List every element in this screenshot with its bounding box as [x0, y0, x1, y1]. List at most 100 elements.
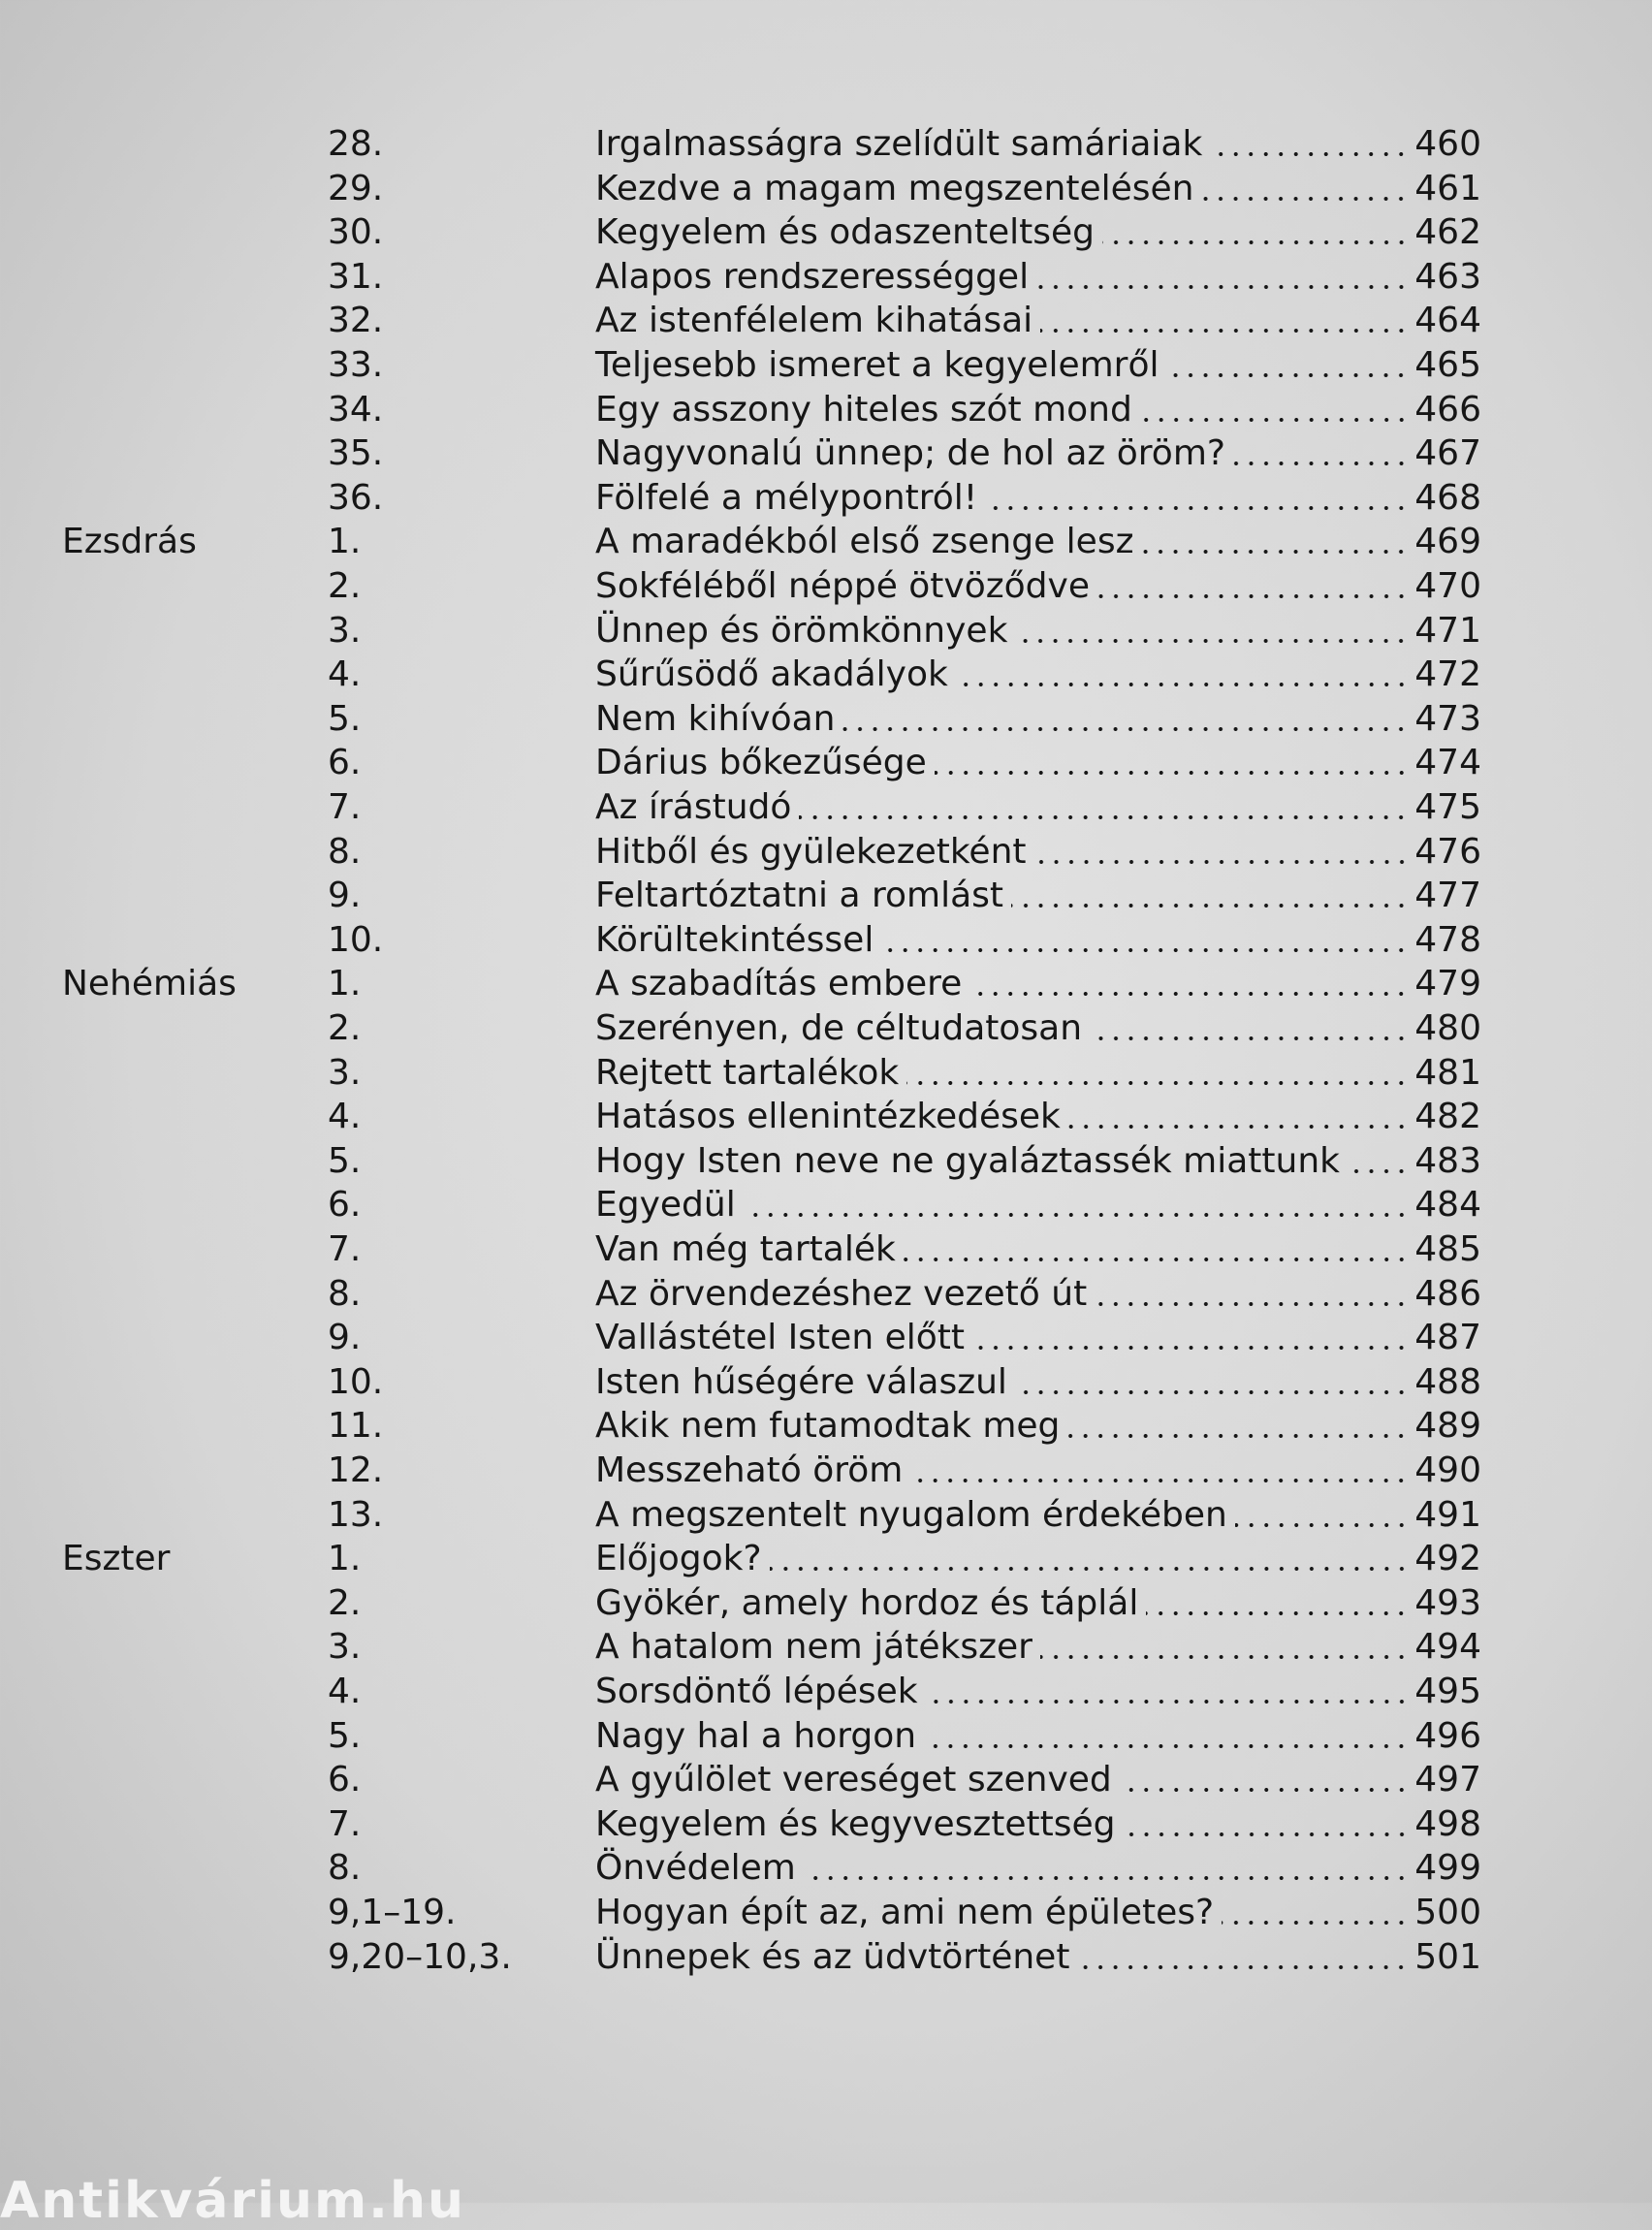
chapter-number: 4.	[328, 1672, 362, 1711]
dot-leader	[1146, 1609, 1410, 1616]
toc-row: Eszter 1. Előjogok? 492	[0, 1537, 1652, 1581]
toc-row: 9. Vallástétel Isten előtt 487	[0, 1316, 1652, 1360]
entry-title: Sorsdöntő lépések	[595, 1672, 918, 1711]
chapter-number: 9,1–19.	[328, 1893, 457, 1932]
chapter-number: 12.	[328, 1450, 384, 1490]
entry-title: Az istenfélelem kihatásai	[595, 301, 1033, 341]
page-number: 466	[1414, 389, 1481, 430]
watermark: Antikvárium.hu	[0, 2172, 465, 2230]
toc-row: 12. Messzeható öröm 490	[0, 1449, 1652, 1493]
entry: Sokféléből néppé ötvöződve 470	[595, 564, 1481, 609]
toc-row: 4. Hatásos ellenintézkedések 482	[0, 1095, 1652, 1139]
chapter-number: 32.	[328, 301, 384, 341]
entry: Isten hűségére válaszul 488	[595, 1360, 1481, 1405]
dot-leader	[743, 1212, 1410, 1219]
dot-leader	[1011, 903, 1410, 909]
entry-title: Irgalmasságra szelídült samáriaiak	[595, 124, 1203, 164]
dot-leader	[1095, 1300, 1410, 1307]
dot-leader	[1040, 328, 1410, 334]
entry-title: Egy asszony hiteles szót mond	[595, 389, 1132, 430]
toc-row: 8. Hitből és gyülekezetként 476	[0, 830, 1652, 875]
book-name: Nehémiás	[62, 964, 237, 1004]
page-number: 470	[1414, 566, 1481, 606]
dot-leader	[1067, 1124, 1410, 1131]
entry-title: Gyökér, amely hordoz és táplál	[595, 1582, 1139, 1623]
toc-row: 31. Alapos rendszerességgel 463	[0, 255, 1652, 300]
page-number: 461	[1414, 168, 1481, 208]
entry: Nem kihívóan 473	[595, 697, 1481, 742]
toc-row: 28. Irgalmasságra szelídült samáriaiak 460	[0, 122, 1652, 167]
toc-row: 8. Önvédelem 499	[0, 1846, 1652, 1891]
dot-leader	[1101, 239, 1410, 246]
page-number: 487	[1414, 1318, 1481, 1358]
entry: Vallástétel Isten előtt 487	[595, 1316, 1481, 1360]
chapter-number: 5.	[328, 698, 362, 739]
entry-title: Hitből és gyülekezetként	[595, 831, 1027, 872]
page-number: 497	[1414, 1760, 1481, 1800]
chapter-number: 6.	[328, 1760, 362, 1800]
toc-row: 7. Van még tartalék 485	[0, 1227, 1652, 1272]
entry: Rejtett tartalékok 481	[595, 1051, 1481, 1096]
chapter-number: 2.	[328, 1582, 362, 1623]
entry-title: Előjogok?	[595, 1539, 762, 1579]
toc-row: 7. Kegyelem és kegyvesztettség 498	[0, 1802, 1652, 1847]
dot-leader	[799, 814, 1410, 820]
entry: Szerényen, de céltudatosan 480	[595, 1006, 1481, 1051]
entry-title: Akik nem futamodtak meg	[595, 1406, 1061, 1447]
chapter-number: 1.	[328, 964, 362, 1004]
dot-leader	[955, 682, 1410, 688]
entry-title: Körültekintéssel	[595, 919, 874, 960]
chapter-number: 31.	[328, 256, 384, 297]
toc-row: 9. Feltartóztatni a romlást 477	[0, 874, 1652, 918]
page-number: 489	[1414, 1406, 1481, 1447]
dot-leader	[1036, 283, 1410, 290]
dot-leader	[985, 504, 1410, 511]
entry-title: Dárius bőkezűsége	[595, 743, 927, 783]
toc-row: 29. Kezdve a magam megszentelésén 461	[0, 167, 1652, 211]
dot-leader	[969, 991, 1410, 998]
entry-title: Egyedül	[595, 1185, 736, 1226]
chapter-number: 8.	[328, 831, 362, 872]
dot-leader	[972, 1345, 1410, 1352]
chapter-number: 2.	[328, 1008, 362, 1048]
entry: Kegyelem és kegyvesztettség 498	[595, 1802, 1481, 1847]
page-number: 499	[1414, 1848, 1481, 1889]
dot-leader	[1015, 637, 1410, 644]
chapter-number: 5.	[328, 1715, 362, 1756]
chapter-number: 6.	[328, 1185, 362, 1226]
chapter-number: 8.	[328, 1273, 362, 1314]
page-number: 462	[1414, 212, 1481, 253]
page-number: 472	[1414, 654, 1481, 695]
entry: Önvédelem 499	[595, 1846, 1481, 1891]
chapter-number: 36.	[328, 477, 384, 518]
entry-title: Fölfelé a mélypontról!	[595, 477, 978, 518]
chapter-number: 8.	[328, 1848, 362, 1889]
toc-row: 13. A megszentelt nyugalom érdekében 491	[0, 1493, 1652, 1538]
toc-row: 5. Nem kihívóan 473	[0, 697, 1652, 742]
toc-row: Nehémiás 1. A szabadítás embere 479	[0, 962, 1652, 1006]
page-number: 476	[1414, 831, 1481, 872]
chapter-number: 4.	[328, 1097, 362, 1137]
toc-row: Ezsdrás 1. A maradékból első zsenge lesz 46…	[0, 520, 1652, 564]
entry-title: A gyűlölet vereséget szenved	[595, 1760, 1112, 1800]
dot-leader	[842, 725, 1410, 732]
entry: A maradékból első zsenge lesz 469	[595, 520, 1481, 564]
entry: Sűrűsödő akadályok 472	[595, 653, 1481, 697]
page-number: 475	[1414, 787, 1481, 827]
entry: Feltartóztatni a romlást 477	[595, 874, 1481, 918]
toc-row: 6. Dárius bőkezűsége 474	[0, 741, 1652, 785]
entry-title: Isten hűségére válaszul	[595, 1361, 1007, 1402]
entry: Az örvendezéshez vezető út 486	[595, 1272, 1481, 1317]
chapter-number: 6.	[328, 743, 362, 783]
dot-leader	[934, 770, 1410, 777]
page-number: 498	[1414, 1803, 1481, 1844]
entry-title: Nagy hal a horgon	[595, 1715, 917, 1756]
entry: Egy asszony hiteles szót mond 466	[595, 388, 1481, 432]
entry-title: A hatalom nem játékszer	[595, 1627, 1032, 1668]
page-number: 495	[1414, 1672, 1481, 1711]
entry-title: Hogy Isten neve ne gyaláztassék miattunk	[595, 1140, 1341, 1181]
dot-leader	[1096, 593, 1410, 599]
entry-title: Vallástétel Isten előtt	[595, 1318, 965, 1358]
entry: Kegyelem és odaszenteltség 462	[595, 210, 1481, 255]
entry-title: Nem kihívóan	[595, 698, 836, 739]
